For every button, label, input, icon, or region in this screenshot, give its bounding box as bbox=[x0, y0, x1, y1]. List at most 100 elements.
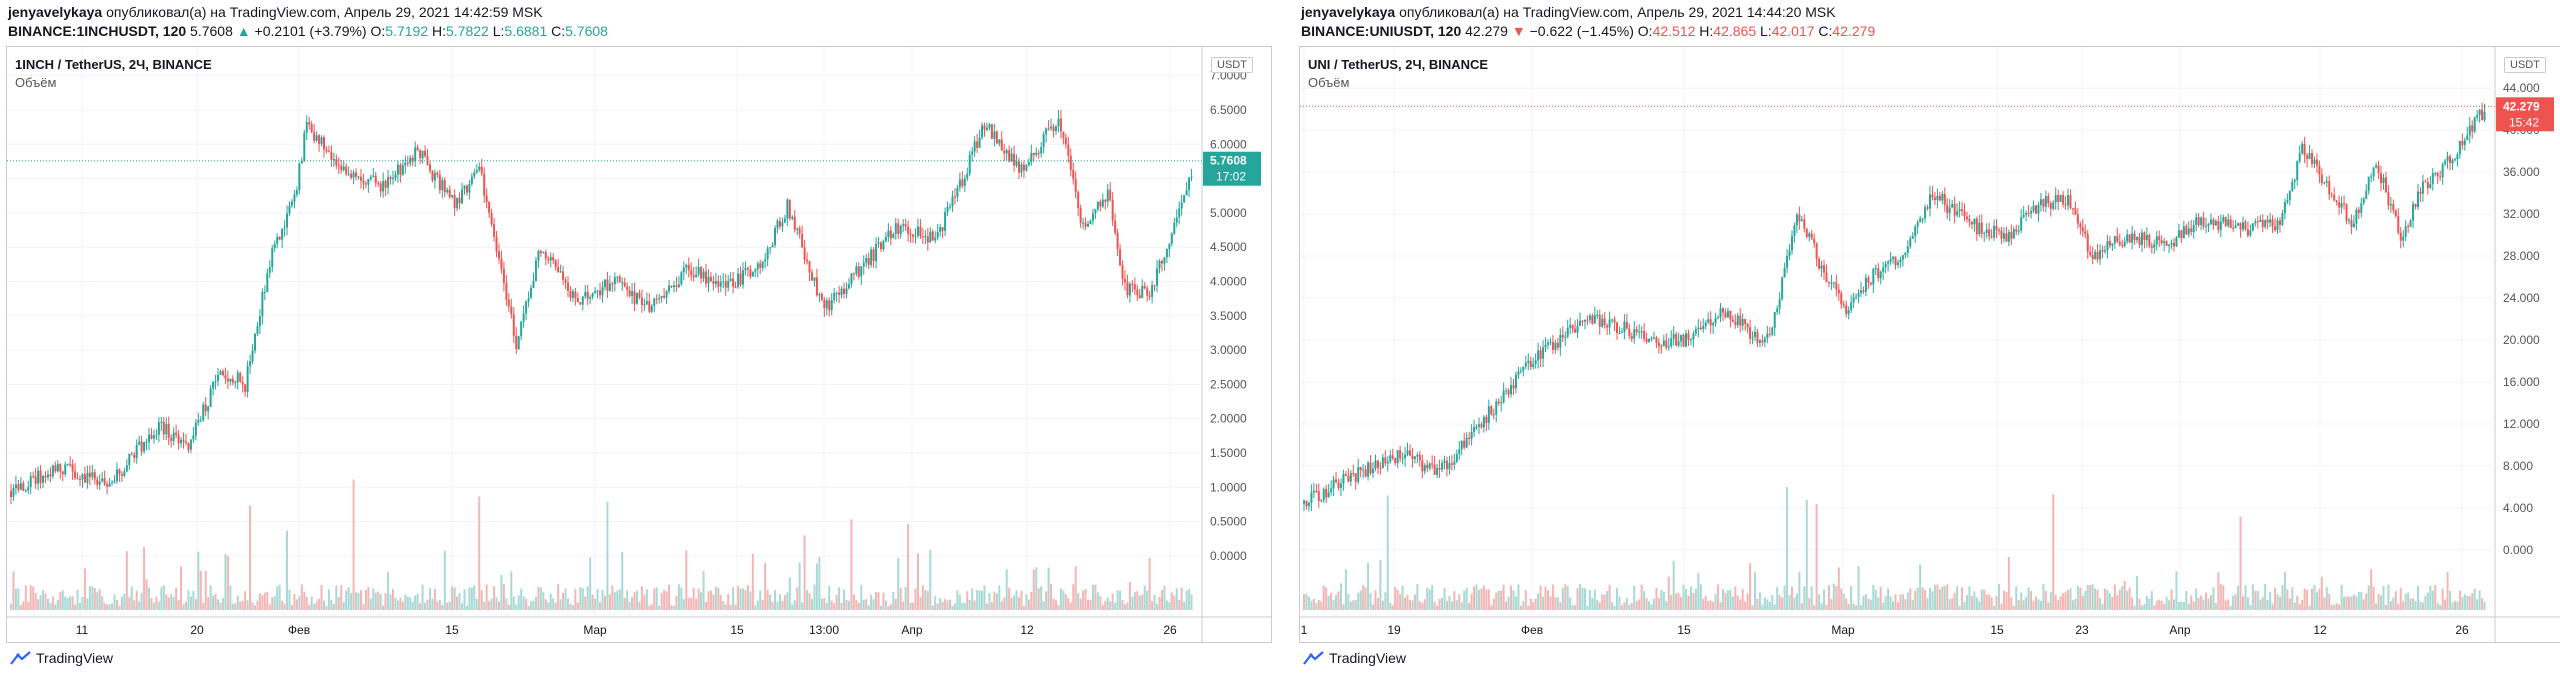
volume-bar bbox=[2089, 585, 2092, 610]
volume-bar bbox=[1119, 590, 1122, 610]
volume-bar bbox=[101, 595, 104, 610]
volume-bar bbox=[2350, 596, 2353, 610]
candle-body bbox=[278, 236, 281, 240]
volume-bar bbox=[990, 602, 993, 610]
candle-body bbox=[1719, 308, 1722, 318]
volume-bar bbox=[601, 589, 604, 610]
volume-bar bbox=[1163, 585, 1166, 610]
candle-body bbox=[167, 424, 170, 438]
tradingview-footer[interactable]: TradingView bbox=[10, 650, 113, 666]
volume-bar bbox=[1158, 597, 1161, 610]
candle-body bbox=[411, 157, 414, 162]
volume-bar bbox=[502, 584, 505, 610]
volume-bar bbox=[1579, 584, 1582, 610]
currency-button[interactable]: USDT bbox=[1211, 57, 1253, 73]
candle-body bbox=[2197, 217, 2200, 225]
volume-bar bbox=[1847, 604, 1850, 610]
volume-bar bbox=[778, 594, 781, 610]
candle-body bbox=[2113, 236, 2116, 244]
candle-body bbox=[801, 233, 804, 248]
currency-button[interactable]: USDT bbox=[2504, 57, 2546, 73]
candlestick-chart[interactable]: 7.00006.50006.00005.50005.00004.50004.00… bbox=[7, 47, 1271, 642]
candle-body bbox=[1830, 282, 1833, 284]
volume-bar bbox=[145, 579, 148, 610]
volume-bar bbox=[1571, 604, 1574, 610]
volume-bar bbox=[167, 597, 170, 610]
volume-bar bbox=[2446, 572, 2449, 610]
volume-bar bbox=[1872, 585, 1875, 610]
volume-bar bbox=[1739, 599, 1742, 610]
volume-bar bbox=[229, 585, 232, 610]
candle-body bbox=[1018, 161, 1021, 173]
candle-body bbox=[187, 443, 190, 450]
candle-body bbox=[1431, 463, 1434, 465]
candle-body bbox=[971, 151, 974, 155]
candle-body bbox=[1689, 339, 1692, 341]
volume-bar bbox=[1771, 594, 1774, 610]
candle-body bbox=[815, 277, 818, 296]
author-name[interactable]: jenyavelykaya bbox=[1301, 4, 1396, 20]
candle-body bbox=[1330, 488, 1333, 493]
volume-bar bbox=[1438, 599, 1441, 610]
candle-body bbox=[1904, 252, 1907, 256]
last-price: 5.7608 bbox=[190, 23, 233, 39]
candle-body bbox=[461, 189, 464, 204]
y-tick-label: 0.5000 bbox=[1210, 515, 1247, 529]
candle-body bbox=[722, 281, 725, 283]
candle-body bbox=[636, 292, 639, 304]
candlestick-chart[interactable]: 44.00040.00036.00032.00028.00024.00020.0… bbox=[1300, 47, 2560, 642]
candle-body bbox=[1064, 137, 1067, 145]
volume-bar bbox=[1857, 566, 1860, 610]
volume-bar bbox=[1151, 601, 1154, 610]
author-name[interactable]: jenyavelykaya bbox=[8, 4, 103, 20]
volume-bar bbox=[2404, 593, 2407, 610]
candle-body bbox=[1485, 416, 1488, 423]
candle-body bbox=[1121, 265, 1124, 280]
volume-bar bbox=[2163, 603, 2166, 610]
volume-indicator-label[interactable]: Объём bbox=[1308, 75, 1350, 90]
volume-bar bbox=[530, 601, 533, 610]
volume-bar bbox=[692, 588, 695, 610]
candle-body bbox=[424, 150, 427, 157]
candle-body bbox=[1941, 194, 1944, 201]
volume-bar bbox=[796, 587, 799, 610]
candle-body bbox=[226, 378, 229, 382]
candle-body bbox=[490, 213, 493, 225]
candle-body bbox=[2185, 226, 2188, 235]
candle-body bbox=[209, 388, 212, 407]
chart-area[interactable]: 7.00006.50006.00005.50005.00004.50004.00… bbox=[6, 46, 1272, 643]
chart-area[interactable]: 44.00040.00036.00032.00028.00024.00020.0… bbox=[1299, 46, 2560, 643]
volume-bar bbox=[2266, 599, 2269, 610]
candle-body bbox=[931, 231, 934, 241]
candle-body bbox=[1322, 488, 1325, 501]
volume-bar bbox=[515, 604, 518, 610]
tradingview-footer[interactable]: TradingView bbox=[1303, 650, 1406, 666]
candle-body bbox=[1596, 314, 1599, 316]
volume-indicator-label[interactable]: Объём bbox=[15, 75, 57, 90]
volume-bar bbox=[2000, 603, 2003, 610]
volume-bar bbox=[1121, 599, 1124, 610]
candle-body bbox=[1453, 461, 1456, 465]
candle-body bbox=[1495, 401, 1498, 415]
candle-body bbox=[231, 378, 234, 383]
volume-bar bbox=[1561, 587, 1564, 610]
volume-bar bbox=[1477, 589, 1480, 610]
volume-bar bbox=[966, 591, 969, 610]
candle-body bbox=[1763, 338, 1766, 343]
volume-bar bbox=[1754, 572, 1757, 610]
volume-bar bbox=[1768, 601, 1771, 610]
volume-bar bbox=[621, 551, 624, 610]
candle-body bbox=[2375, 165, 2378, 168]
candle-body bbox=[364, 183, 367, 185]
candle-body bbox=[643, 304, 646, 306]
candle-body bbox=[224, 375, 227, 379]
candle-body bbox=[788, 199, 791, 219]
volume-bar bbox=[14, 588, 17, 610]
volume-bar bbox=[421, 584, 424, 610]
candle-body bbox=[719, 282, 722, 287]
volume-bar bbox=[1717, 584, 1720, 610]
volume-bar bbox=[909, 602, 912, 610]
candle-body bbox=[2219, 221, 2222, 230]
volume-bar bbox=[1153, 594, 1156, 610]
candle-body bbox=[2402, 236, 2405, 241]
